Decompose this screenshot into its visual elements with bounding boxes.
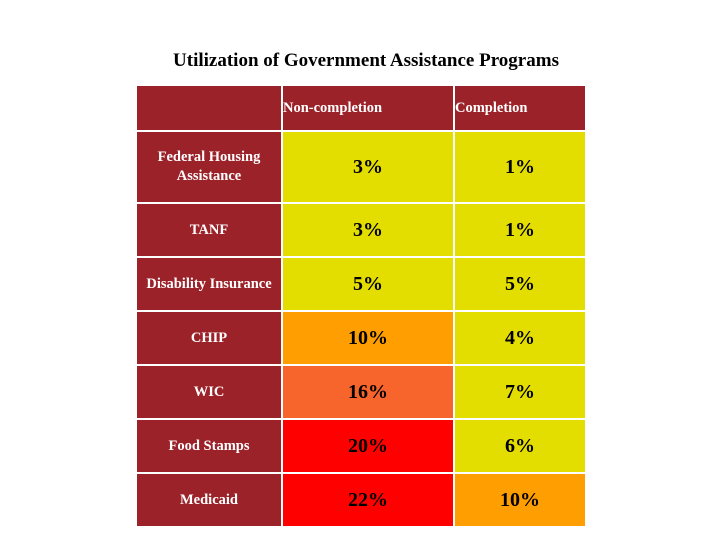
value-cell: 22% <box>281 472 455 528</box>
assistance-programs-table: Non-completion Completion Federal Housin… <box>135 84 587 528</box>
value-cell: 6% <box>453 418 587 474</box>
value-cell: 7% <box>453 364 587 420</box>
value-cell: 3% <box>281 130 455 204</box>
row-label: Medicaid <box>135 472 283 528</box>
row-label: Federal Housing Assistance <box>135 130 283 204</box>
table-row: CHIP 10% 4% <box>135 310 587 366</box>
table-row: Medicaid 22% 10% <box>135 472 587 528</box>
value-cell: 20% <box>281 418 455 474</box>
corner-cell <box>135 84 283 132</box>
value-cell: 5% <box>281 256 455 312</box>
table-row: Disability Insurance 5% 5% <box>135 256 587 312</box>
column-header-completion: Completion <box>453 84 587 132</box>
value-cell: 4% <box>453 310 587 366</box>
row-label: Disability Insurance <box>135 256 283 312</box>
value-cell: 1% <box>453 202 587 258</box>
value-cell: 10% <box>453 472 587 528</box>
table-row: Food Stamps 20% 6% <box>135 418 587 474</box>
chart-title: Utilization of Government Assistance Pro… <box>173 50 559 71</box>
row-label: WIC <box>135 364 283 420</box>
table-row: WIC 16% 7% <box>135 364 587 420</box>
row-label: CHIP <box>135 310 283 366</box>
table-row: Federal Housing Assistance 3% 1% <box>135 130 587 204</box>
value-cell: 5% <box>453 256 587 312</box>
value-cell: 16% <box>281 364 455 420</box>
row-label: Food Stamps <box>135 418 283 474</box>
table-row: TANF 3% 1% <box>135 202 587 258</box>
value-cell: 1% <box>453 130 587 204</box>
row-label: TANF <box>135 202 283 258</box>
column-header-non-completion: Non-completion <box>281 84 455 132</box>
value-cell: 3% <box>281 202 455 258</box>
value-cell: 10% <box>281 310 455 366</box>
